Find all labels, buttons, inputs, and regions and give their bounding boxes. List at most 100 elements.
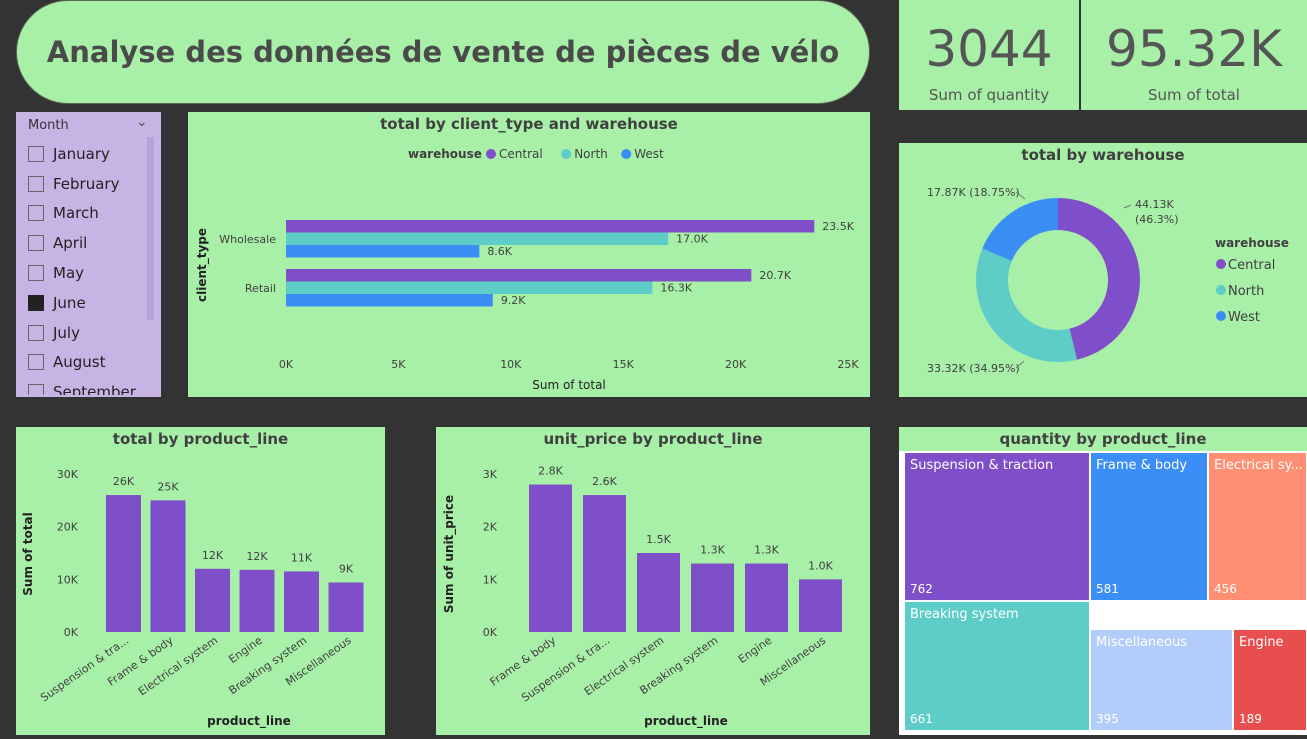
kpi-label: Sum of total	[1148, 86, 1240, 104]
bar	[286, 232, 669, 245]
tick-label: 20K	[725, 358, 747, 371]
donut-slice	[976, 248, 1077, 362]
tile-value: 581	[1096, 582, 1119, 596]
category-label: Breaking system	[226, 634, 309, 697]
data-label: 8.6K	[487, 245, 512, 258]
tick-label: 20K	[57, 521, 79, 534]
treemap-tile[interactable]: Frame & body 581	[1091, 453, 1207, 600]
unit-price-product-line-chart[interactable]: unit_price by product_line 0K 1K 2K 3K 2.8K F…	[436, 427, 870, 735]
leader-line	[1015, 191, 1026, 200]
chart-title: total by client_type and warehouse	[380, 115, 678, 133]
legend-label: West	[634, 147, 664, 161]
y-axis-label: Sum of unit_price	[442, 495, 457, 613]
total-product-line-chart[interactable]: total by product_line 0K 10K 20K 30K 26K Susp…	[16, 427, 385, 735]
tile-label: Breaking system	[910, 607, 1019, 622]
bar	[286, 245, 480, 258]
bar	[799, 579, 842, 632]
checkbox[interactable]	[28, 205, 44, 222]
data-label: 1.5K	[646, 533, 671, 546]
legend-label: Central	[499, 147, 543, 161]
bar	[239, 569, 275, 632]
month-slicer[interactable]: Month ⌄ January February March April May June…	[16, 112, 161, 397]
legend-marker	[1216, 285, 1226, 295]
tick-label: 3K	[483, 468, 498, 481]
slicer-item-label: March	[53, 204, 99, 223]
kpi-label: Sum of quantity	[928, 86, 1050, 104]
chevron-down-icon[interactable]: ⌄	[136, 114, 148, 130]
donut-slice	[1058, 198, 1140, 360]
data-label: 16.3K	[660, 282, 692, 295]
slice-label: (46.3%)	[1135, 213, 1179, 226]
slicer-item-april[interactable]: April	[16, 228, 161, 258]
checkbox[interactable]	[28, 235, 44, 252]
warehouse-donut-chart[interactable]: total by warehouse 44.13K (46.3%) 17.87K (…	[899, 143, 1307, 397]
slicer-item-july[interactable]: July	[16, 318, 161, 348]
tile-label: Electrical sy...	[1214, 458, 1303, 473]
slicer-item-march[interactable]: March	[16, 199, 161, 229]
bar	[691, 563, 734, 632]
legend-marker	[486, 149, 496, 159]
tile-value: 456	[1214, 582, 1237, 596]
data-label: 12K	[202, 549, 224, 562]
slicer-item-label: June	[53, 293, 86, 312]
checkbox[interactable]	[28, 175, 44, 192]
bar	[284, 571, 319, 632]
slicer-item-label: April	[53, 234, 88, 253]
kpi-card-quantity[interactable]: 3044 Sum of quantity	[899, 0, 1079, 110]
tick-label: 10K	[57, 573, 79, 586]
tick-label: 0K	[483, 626, 498, 639]
tick-label: 0K	[279, 358, 294, 371]
tile-label: Engine	[1239, 635, 1284, 650]
treemap-tile[interactable]: Electrical sy... 456	[1209, 453, 1306, 600]
checkbox[interactable]	[28, 294, 44, 311]
data-label: 9.2K	[501, 294, 526, 307]
legend-label: West	[1228, 310, 1260, 325]
slicer-item-label: July	[53, 323, 80, 342]
slice-label: 33.32K (34.95%)	[927, 362, 1020, 375]
data-label: 1.3K	[700, 544, 725, 557]
legend-marker	[621, 149, 632, 159]
slice-label: 44.13K	[1135, 198, 1174, 211]
slicer-item-september[interactable]: September	[16, 377, 161, 395]
legend-title: warehouse	[408, 147, 482, 161]
bar	[745, 563, 788, 632]
chart-title: total by warehouse	[1021, 146, 1185, 164]
treemap-tile[interactable]: Miscellaneous 395	[1091, 630, 1232, 730]
tick-label: 25K	[837, 358, 859, 371]
slicer-item-january[interactable]: January	[16, 139, 161, 169]
category-label: Electrical system	[136, 634, 220, 698]
data-label: 1.3K	[754, 544, 779, 557]
slicer-item-june[interactable]: June	[16, 288, 161, 318]
kpi-card-total[interactable]: 95.32K Sum of total	[1081, 0, 1307, 110]
treemap-tile[interactable]: Suspension & traction 762	[905, 453, 1089, 600]
checkbox[interactable]	[28, 354, 44, 371]
tick-label: 1K	[483, 573, 498, 586]
quantity-treemap-chart[interactable]: quantity by product_line Suspension & tr…	[899, 427, 1307, 735]
data-label: 26K	[113, 475, 135, 488]
slicer-item-august[interactable]: August	[16, 348, 161, 378]
legend-title: warehouse	[1215, 236, 1289, 250]
donut-slice	[982, 198, 1058, 261]
slicer-scrollbar[interactable]	[147, 137, 154, 320]
bar	[286, 281, 653, 294]
tile-value: 395	[1096, 712, 1119, 726]
bar	[150, 500, 186, 632]
treemap-tile[interactable]: Breaking system 661	[905, 602, 1089, 730]
chart-title: quantity by product_line	[999, 430, 1207, 448]
checkbox[interactable]	[28, 265, 44, 282]
category-label: Engine	[736, 634, 775, 666]
treemap-tile[interactable]: Engine 189	[1234, 630, 1306, 730]
tile-label: Suspension & traction	[910, 458, 1054, 473]
kpi-value: 95.32K	[1106, 20, 1282, 78]
checkbox[interactable]	[28, 384, 44, 395]
slicer-item-label: January	[53, 144, 110, 163]
checkbox[interactable]	[28, 145, 44, 162]
legend-marker	[1216, 311, 1226, 321]
slicer-item-may[interactable]: May	[16, 258, 161, 288]
slicer-item-february[interactable]: February	[16, 169, 161, 199]
tile-value: 762	[910, 582, 933, 596]
client-type-chart[interactable]: total by client_type and warehouse wareh…	[188, 112, 870, 397]
slicer-item-label: February	[53, 174, 120, 193]
data-label: 23.5K	[822, 220, 854, 233]
checkbox[interactable]	[28, 324, 44, 341]
